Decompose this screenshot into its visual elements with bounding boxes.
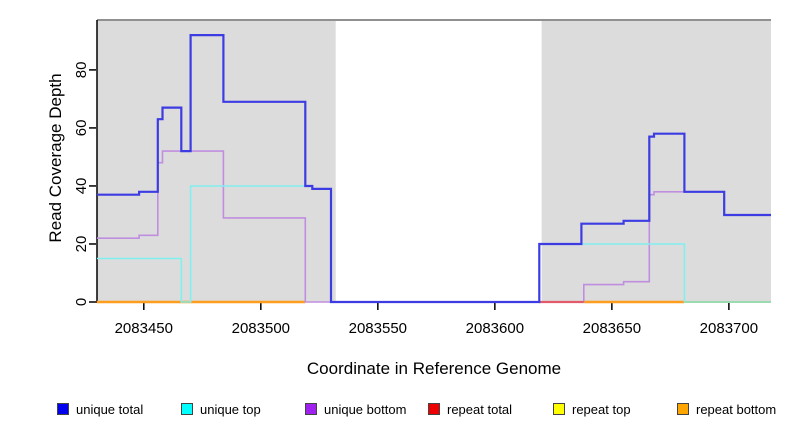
series-line-unique-total (97, 34, 771, 304)
y-axis-tick-label: 40 (73, 178, 90, 195)
y-axis-title: Read Coverage Depth (46, 73, 65, 243)
x-axis-tick-label: 2083700 (700, 320, 758, 337)
y-axis-tick-label: 0 (73, 298, 90, 306)
x-axis-tick-label: 2083650 (583, 320, 641, 337)
x-axis-tick-label: 2083550 (349, 320, 407, 337)
x-axis-title: Coordinate in Reference Genome (306, 359, 562, 378)
shaded-region (541, 20, 771, 302)
x-axis-tick-label: 2083450 (115, 320, 173, 337)
x-axis-tick-label: 2083600 (466, 320, 524, 337)
y-axis-tick-label: 80 (73, 62, 90, 79)
shaded-region (97, 20, 336, 302)
x-axis-tick-label: 2083500 (232, 320, 290, 337)
y-axis-tick-label: 60 (73, 120, 90, 137)
y-axis-tick-label: 20 (73, 236, 90, 253)
